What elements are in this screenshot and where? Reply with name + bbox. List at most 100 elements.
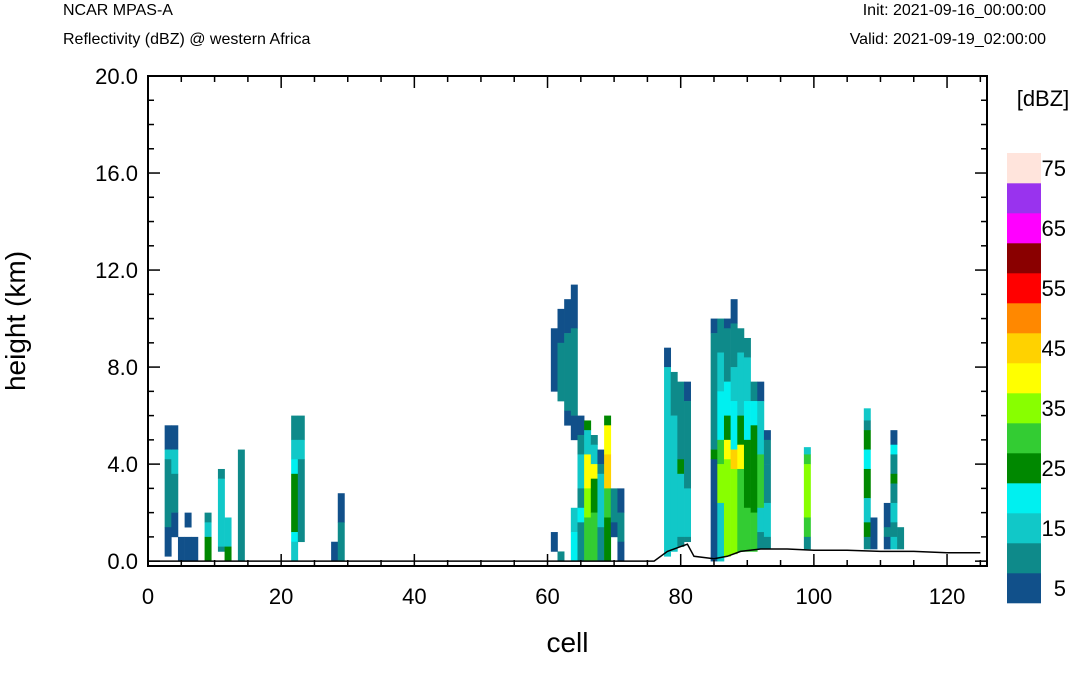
reflectivity-cell xyxy=(890,536,898,550)
reflectivity-cell xyxy=(577,522,585,562)
reflectivity-cell xyxy=(217,546,225,552)
reflectivity-cell xyxy=(863,536,871,550)
reflectivity-cell xyxy=(757,381,765,402)
reflectivity-cell xyxy=(291,439,299,460)
reflectivity-cell xyxy=(570,507,578,533)
reflectivity-cell xyxy=(743,439,751,509)
reflectivity-cell xyxy=(604,425,612,455)
reflectivity-cell xyxy=(737,415,745,446)
x-tick-label: 20 xyxy=(269,584,293,609)
reflectivity-cell xyxy=(890,430,898,446)
reflectivity-cell xyxy=(291,415,299,441)
reflectivity-cell xyxy=(577,435,585,455)
reflectivity-cell xyxy=(743,401,751,441)
colorbar-swatch xyxy=(1007,513,1041,544)
reflectivity-cell xyxy=(584,517,592,562)
colorbar-swatch xyxy=(1007,543,1041,574)
reflectivity-cell xyxy=(863,449,871,470)
colorbar-swatch xyxy=(1007,363,1041,394)
reflectivity-cell xyxy=(803,536,811,550)
reflectivity-cell xyxy=(863,498,871,523)
reflectivity-cell xyxy=(723,328,731,382)
reflectivity-cell xyxy=(677,473,685,538)
reflectivity-cell xyxy=(331,541,339,562)
colorbar-swatch xyxy=(1007,303,1041,334)
reflectivity-cell xyxy=(217,478,225,547)
reflectivity-cell xyxy=(890,502,898,523)
reflectivity-cell xyxy=(597,464,605,475)
colorbar-swatch xyxy=(1007,153,1041,184)
x-tick-label: 100 xyxy=(796,584,833,609)
reflectivity-cell xyxy=(550,328,558,392)
reflectivity-cell xyxy=(750,512,758,552)
reflectivity-cell xyxy=(730,401,738,450)
reflectivity-cell xyxy=(204,512,212,523)
y-tick-label: 12.0 xyxy=(95,258,138,283)
reflectivity-cell xyxy=(890,444,898,455)
reflectivity-cell xyxy=(590,478,598,513)
reflectivity-cell xyxy=(584,454,592,489)
reflectivity-cell xyxy=(564,333,572,412)
reflectivity-cell xyxy=(870,517,878,550)
chart-subtitle: Reflectivity (dBZ) @ western Africa xyxy=(63,31,311,48)
reflectivity-cell xyxy=(717,318,725,353)
reflectivity-cell xyxy=(723,439,731,460)
reflectivity-cell xyxy=(803,464,811,518)
reflectivity-cell xyxy=(291,541,299,562)
x-axis: 0 20 40 60 80 100 120 xyxy=(142,76,982,609)
reflectivity-cell xyxy=(670,415,678,552)
reflectivity-cell xyxy=(803,517,811,538)
reflectivity-cell xyxy=(717,502,725,562)
reflectivity-cell xyxy=(684,488,691,538)
y-tick-label: 8.0 xyxy=(107,355,138,380)
reflectivity-cell xyxy=(617,512,625,543)
reflectivity-cell xyxy=(217,468,225,479)
reflectivity-cell xyxy=(557,342,565,402)
reflectivity-cell xyxy=(237,449,245,562)
reflectivity-cell xyxy=(584,420,592,431)
terrain-line xyxy=(148,543,981,562)
colorbar: 5 15 25 35 45 55 65 75 xyxy=(1007,153,1066,604)
reflectivity-cell xyxy=(750,401,758,426)
reflectivity-cell xyxy=(684,536,691,543)
reflectivity-cell xyxy=(570,328,578,416)
colorbar-swatch xyxy=(1007,333,1041,364)
y-axis-title: height (km) xyxy=(0,251,31,391)
reflectivity-cell xyxy=(564,299,572,334)
reflectivity-cell xyxy=(604,517,612,562)
y-tick-label: 0.0 xyxy=(107,549,138,574)
reflectivity-cell xyxy=(191,536,199,562)
colorbar-label: 5 xyxy=(1054,576,1066,601)
reflectivity-cell xyxy=(723,459,731,557)
colorbar-label: 35 xyxy=(1042,396,1066,421)
reflectivity-cell xyxy=(337,493,345,523)
reflectivity-cell xyxy=(164,425,172,450)
reflectivity-cell xyxy=(570,415,578,441)
reflectivity-cell xyxy=(863,522,871,538)
reflectivity-cell xyxy=(723,318,731,329)
reflectivity-cell xyxy=(597,449,605,465)
reflectivity-cell xyxy=(564,410,572,426)
reflectivity-cell xyxy=(757,532,765,550)
reflectivity-cell xyxy=(584,430,592,455)
reflectivity-cell xyxy=(883,536,891,550)
colorbar-swatch xyxy=(1007,213,1041,244)
reflectivity-cells xyxy=(164,284,905,562)
reflectivity-cell xyxy=(184,536,192,562)
reflectivity-cell xyxy=(863,408,871,421)
reflectivity-cell xyxy=(184,512,192,528)
colorbar-label: 25 xyxy=(1042,456,1066,481)
reflectivity-cell xyxy=(291,532,299,543)
reflectivity-cell xyxy=(557,308,565,344)
reflectivity-cell xyxy=(590,464,598,479)
reflectivity-cell xyxy=(297,459,305,543)
reflectivity-cell xyxy=(863,468,871,499)
reflectivity-cell xyxy=(730,367,738,402)
colorbar-swatch xyxy=(1007,243,1041,274)
reflectivity-cell xyxy=(604,415,612,426)
reflectivity-cell xyxy=(291,473,299,533)
reflectivity-cell xyxy=(890,483,898,504)
colorbar-swatch xyxy=(1007,453,1041,484)
reflectivity-cell xyxy=(737,444,745,470)
colorbar-swatch xyxy=(1007,393,1041,424)
